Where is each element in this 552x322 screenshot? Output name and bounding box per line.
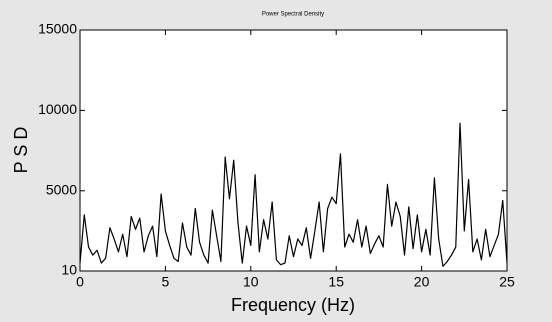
data-line — [79, 122, 508, 267]
plot-frame — [79, 29, 508, 272]
y-tick-label: 5000 — [46, 181, 77, 197]
x-tick-label: 20 — [414, 274, 430, 290]
y-tick-label: 10 — [61, 262, 77, 278]
x-axis-label: Frequency (Hz) — [231, 295, 355, 315]
x-tick-label: 0 — [76, 274, 84, 290]
x-tick-label: 15 — [328, 274, 344, 290]
x-tick-label: 10 — [243, 274, 259, 290]
chart-title: Power Spectral Density — [262, 12, 324, 18]
y-axis-label: P S D — [11, 127, 31, 174]
y-tick-label: 15000 — [38, 21, 77, 37]
x-tick-label: 5 — [162, 274, 170, 290]
x-tick-label: 25 — [499, 274, 515, 290]
y-tick-label: 10000 — [38, 101, 77, 117]
plot-area — [80, 30, 507, 271]
